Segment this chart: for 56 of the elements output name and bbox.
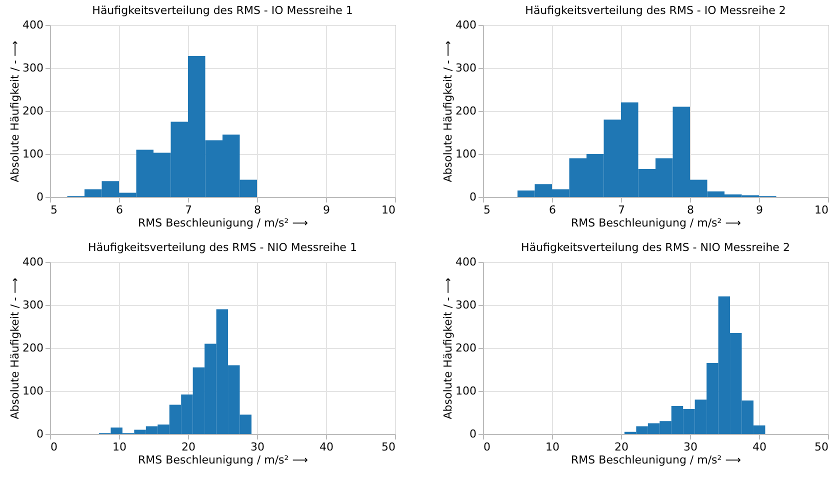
y-tick-label: 0: [470, 428, 476, 440]
y-tick-label: 100: [22, 384, 44, 398]
y-tick-label: 400: [456, 256, 476, 268]
x-tick-label: 5: [50, 204, 58, 216]
chart-title: Häufigkeitsverteilung des RMS - NIO Messreihe 1: [88, 241, 357, 254]
y-tick-label: 200: [22, 342, 44, 354]
x-tick-label: 30: [684, 440, 698, 454]
x-tick-label: 6: [116, 204, 123, 216]
y-axis-title: Absolute Häufigkeit / - ⟶: [8, 40, 22, 182]
x-tick-label: 7: [618, 204, 625, 216]
chart-title: Häufigkeitsverteilung des RMS - IO Messreihe 1: [92, 4, 353, 17]
y-tick-label: 0: [470, 190, 476, 204]
chart-title: Häufigkeitsverteilung des RMS - IO Messreihe 2: [525, 4, 786, 17]
x-tick-label: 9: [756, 204, 763, 216]
y-tick-label: 200: [22, 104, 44, 118]
x-tick-label: 10: [814, 204, 828, 216]
x-tick-label: 9: [323, 204, 330, 216]
y-tick-label: 100: [22, 148, 44, 160]
x-tick-label: 20: [182, 440, 196, 454]
y-tick-label: 300: [22, 298, 44, 312]
x-tick-label: 40: [752, 440, 766, 454]
chart-title: Häufigkeitsverteilung des RMS - NIO Messreihe 2: [521, 241, 790, 254]
y-tick-label: 400: [22, 256, 44, 268]
x-tick-label: 20: [614, 440, 628, 454]
x-tick-label: 50: [814, 440, 828, 454]
x-tick-label: 50: [382, 440, 396, 454]
x-tick-label: 10: [112, 440, 126, 454]
y-tick-label: 0: [36, 190, 44, 204]
x-tick-label: 30: [250, 440, 264, 454]
y-tick-label: 200: [456, 104, 476, 118]
y-tick-label: 0: [36, 428, 44, 440]
y-axis-title: Absolute Häufigkeit / - ⟶: [8, 278, 22, 420]
y-axis-title: Absolute Häufigkeit / - ⟶: [442, 40, 455, 182]
x-tick-label: 8: [687, 204, 694, 216]
x-axis-title: RMS Beschleunigung / m/s² ⟶: [571, 216, 742, 230]
x-tick-label: 0: [484, 440, 490, 454]
x-axis-title: RMS Beschleunigung / m/s² ⟶: [138, 454, 308, 466]
x-axis-title: RMS Beschleunigung / m/s² ⟶: [138, 216, 308, 230]
y-tick-label: 300: [456, 298, 476, 312]
y-tick-label: 100: [456, 148, 476, 160]
y-tick-label: 300: [22, 62, 44, 74]
x-tick-label: 10: [382, 204, 396, 216]
y-tick-label: 100: [456, 384, 476, 398]
y-tick-label: 200: [456, 342, 476, 354]
x-tick-label: 8: [254, 204, 261, 216]
x-tick-label: 40: [320, 440, 334, 454]
x-tick-label: 6: [549, 204, 556, 216]
x-tick-label: 7: [185, 204, 192, 216]
x-tick-label: 10: [546, 440, 560, 454]
y-tick-label: 300: [456, 62, 476, 74]
y-axis-title: Absolute Häufigkeit / - ⟶: [442, 278, 455, 420]
y-tick-label: 400: [22, 18, 44, 32]
x-tick-label: 5: [484, 204, 490, 216]
x-axis-title: RMS Beschleunigung / m/s² ⟶: [571, 454, 742, 466]
x-tick-label: 0: [50, 440, 58, 454]
y-tick-label: 400: [456, 18, 476, 32]
